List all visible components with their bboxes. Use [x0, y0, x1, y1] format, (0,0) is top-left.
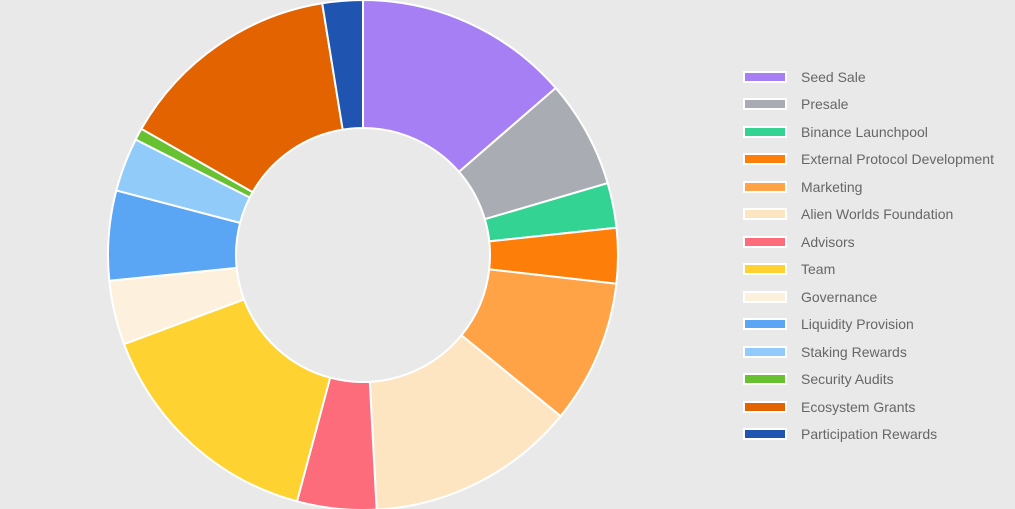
legend-label: Binance Launchpool — [801, 123, 928, 140]
legend-item[interactable]: Presale — [743, 91, 994, 119]
legend-label: Liquidity Provision — [801, 316, 914, 333]
legend-item[interactable]: External Protocol Development — [743, 146, 994, 174]
legend-item[interactable]: Advisors — [743, 228, 994, 256]
legend-item[interactable]: Liquidity Provision — [743, 311, 994, 339]
donut-slice-alien-worlds-foundation[interactable] — [368, 333, 563, 509]
legend-swatch — [743, 208, 787, 221]
legend-swatch — [743, 373, 787, 386]
legend-swatch — [743, 318, 787, 331]
legend-swatch — [743, 180, 787, 193]
legend-swatch — [743, 70, 787, 83]
legend-swatch — [743, 263, 787, 276]
donut-slice-participation-rewards[interactable] — [321, 0, 364, 131]
legend-label: Presale — [801, 96, 849, 113]
legend-item[interactable]: Governance — [743, 283, 994, 311]
donut-slice-ecosystem-grants[interactable] — [140, 2, 344, 194]
legend-item[interactable]: Team — [743, 256, 994, 284]
legend-swatch — [743, 345, 787, 358]
legend-swatch — [743, 290, 787, 303]
legend-label: Participation Rewards — [801, 426, 938, 443]
legend-label: Seed Sale — [801, 68, 866, 85]
legend-swatch — [743, 235, 787, 248]
legend-item[interactable]: Seed Sale — [743, 63, 994, 91]
legend-item[interactable]: Ecosystem Grants — [743, 393, 994, 421]
legend-item[interactable]: Binance Launchpool — [743, 118, 994, 146]
legend-item[interactable]: Security Audits — [743, 366, 994, 394]
legend-label: Marketing — [801, 178, 863, 195]
legend-label: Advisors — [801, 233, 855, 250]
legend-label: Ecosystem Grants — [801, 398, 916, 415]
legend-label: Alien Worlds Foundation — [801, 206, 954, 223]
legend-swatch — [743, 125, 787, 138]
legend-label: Team — [801, 261, 836, 278]
legend-item[interactable]: Participation Rewards — [743, 421, 994, 449]
donut-slice-team[interactable] — [122, 298, 332, 503]
legend-swatch — [743, 98, 787, 111]
legend-label: Staking Rewards — [801, 343, 907, 360]
legend-label: Governance — [801, 288, 878, 305]
legend-item[interactable]: Marketing — [743, 173, 994, 201]
legend-item[interactable]: Alien Worlds Foundation — [743, 201, 994, 229]
legend-swatch — [743, 400, 787, 413]
chart-legend: Seed Sale Presale Binance Launchpool Extern… — [743, 63, 994, 448]
donut-slices — [107, 0, 619, 509]
legend-label: External Protocol Development — [801, 151, 994, 168]
legend-label: Security Audits — [801, 371, 894, 388]
legend-swatch — [743, 153, 787, 166]
legend-swatch — [743, 428, 787, 441]
legend-item[interactable]: Staking Rewards — [743, 338, 994, 366]
